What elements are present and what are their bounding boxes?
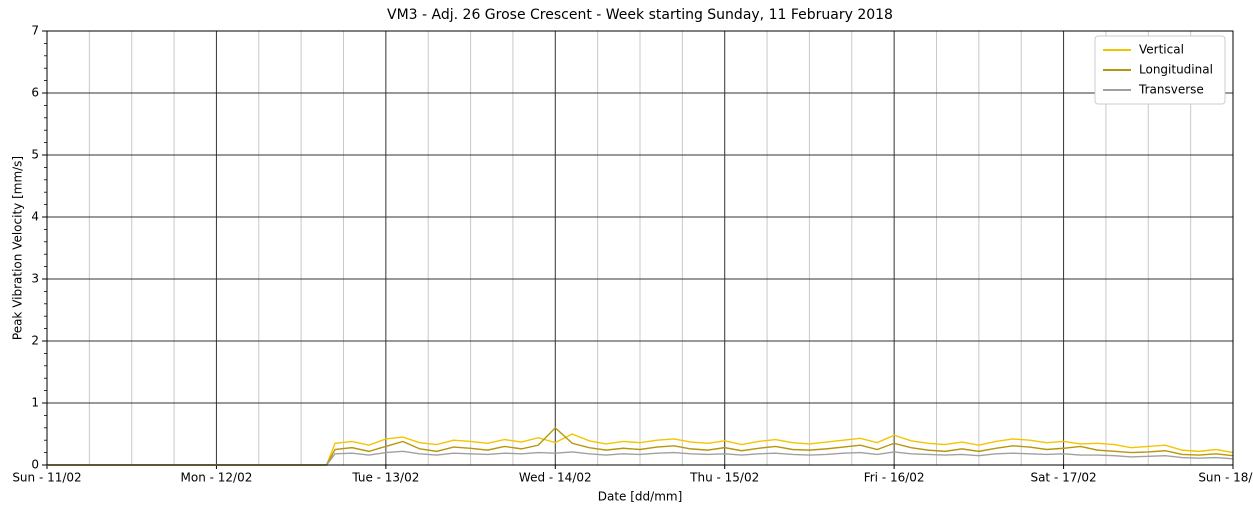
legend-label: Transverse xyxy=(1138,83,1204,97)
x-tick-label: Sun - 11/02 xyxy=(12,471,81,485)
legend-label: Vertical xyxy=(1139,43,1184,57)
y-tick-label: 5 xyxy=(31,148,39,162)
legend-box xyxy=(1094,35,1226,105)
series-line xyxy=(47,450,1234,466)
y-axis-label: Peak Vibration Velocity [mm/s] xyxy=(11,156,25,340)
plot-frame xyxy=(46,30,1234,466)
series-line xyxy=(47,426,1234,466)
x-tick-label: Tue - 13/02 xyxy=(351,471,419,485)
y-tick-label: 6 xyxy=(31,86,39,100)
y-tick-label: 2 xyxy=(31,334,39,348)
x-tick-label: Thu - 15/02 xyxy=(689,471,759,485)
y-tick-label: 1 xyxy=(31,396,39,410)
y-tick-label: 3 xyxy=(31,272,39,286)
x-axis-label: Date [dd/mm] xyxy=(598,490,683,504)
x-tick-label: Fri - 16/02 xyxy=(864,471,925,485)
y-tick-label: 7 xyxy=(31,24,39,38)
x-tick-label: Mon - 12/02 xyxy=(181,471,253,485)
series-line xyxy=(47,433,1234,466)
x-tick-label: Sun - 18/02 xyxy=(1198,471,1253,485)
chart-title: VM3 - Adj. 26 Grose Crescent - Week star… xyxy=(387,7,893,23)
legend-label: Longitudinal xyxy=(1139,63,1213,77)
y-tick-label: 4 xyxy=(31,210,39,224)
y-tick-label: 0 xyxy=(31,458,39,472)
x-tick-label: Wed - 14/02 xyxy=(519,471,592,485)
x-tick-label: Sat - 17/02 xyxy=(1030,471,1096,485)
